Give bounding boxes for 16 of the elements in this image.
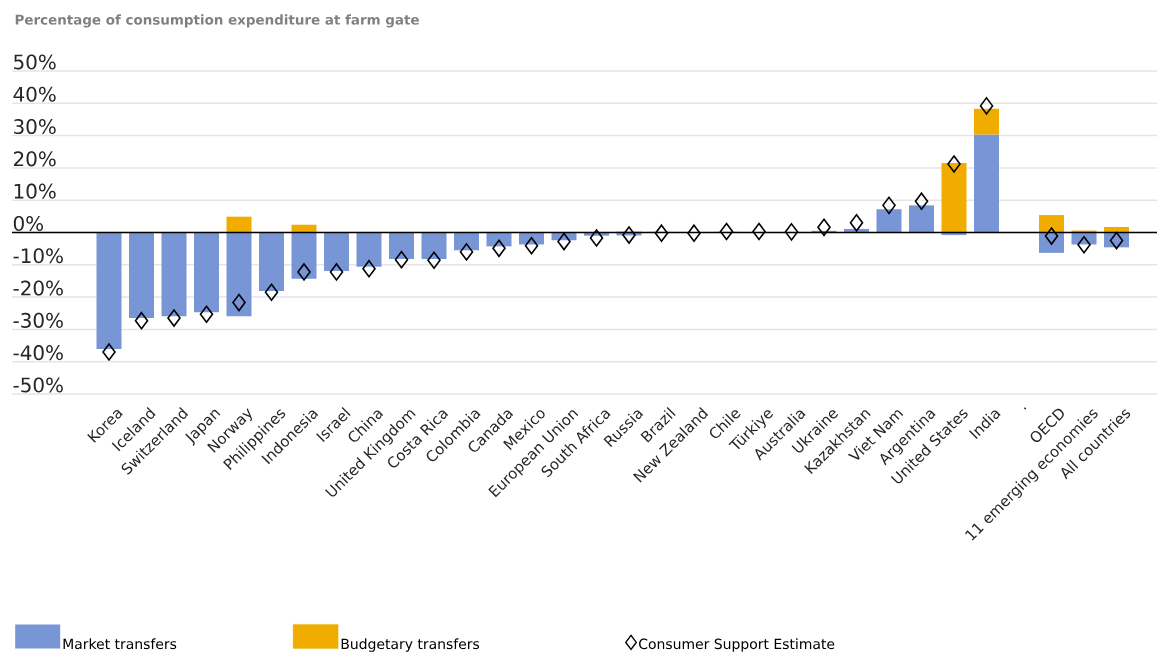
y-tick-label: -40% — [13, 345, 63, 361]
y-tick-label: -30% — [13, 312, 63, 328]
y-tick-label: -10% — [13, 248, 63, 264]
y-tick-label: 50% — [14, 54, 56, 70]
y-axis-title: Percentage of consumption expenditure at farm gate — [15, 14, 419, 28]
x-tick-label: . — [1023, 407, 1027, 410]
y-tick-label: -50% — [13, 377, 63, 393]
legend-label: Market transfers — [63, 638, 177, 650]
y-tick-label: 20% — [13, 151, 56, 167]
legend-label: Consumer Support Estimate — [639, 638, 835, 652]
y-tick-label: 30% — [14, 119, 56, 135]
legend-label: Budgetary transfers — [341, 638, 480, 652]
y-tick-label: 40% — [13, 86, 56, 102]
y-tick-label: 10% — [14, 183, 56, 199]
y-tick-label: -20% — [13, 280, 63, 296]
y-tick-label: 0% — [13, 215, 44, 231]
